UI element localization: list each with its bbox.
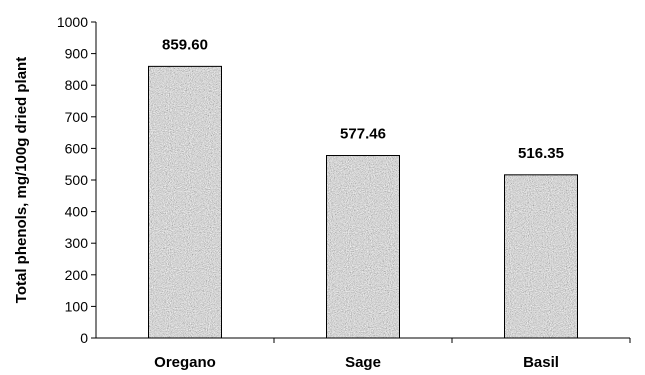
y-tick-label: 400 [65, 204, 89, 220]
bars [148, 65, 578, 339]
bar-texture [504, 174, 578, 338]
y-axis-ticks: 0 100 200 300 400 500 600 700 800 900 1000 [57, 14, 96, 346]
x-category-label: Sage [345, 354, 381, 371]
y-tick-label: 0 [80, 330, 88, 346]
y-tick-label: 300 [65, 235, 89, 251]
bar-texture [148, 66, 222, 339]
y-tick-label: 800 [65, 77, 89, 93]
y-tick-label: 600 [65, 140, 89, 156]
y-tick-label: 700 [65, 109, 89, 125]
y-tick-label: 500 [65, 172, 89, 188]
value-labels: 859.60 577.46 516.35 [162, 36, 564, 161]
y-axis-label: Total phenols, mg/100g dried plant [13, 57, 30, 303]
y-tick-label: 900 [65, 46, 89, 62]
bar-value-label: 577.46 [340, 126, 386, 143]
y-tick-label: 100 [65, 298, 89, 314]
bar-value-label: 859.60 [162, 36, 208, 53]
x-axis-categories: Oregano Sage Basil [154, 338, 631, 371]
y-tick-label: 200 [65, 267, 89, 283]
bar-texture [326, 155, 400, 338]
y-tick-label: 1000 [57, 14, 88, 30]
x-category-label: Oregano [154, 354, 216, 371]
x-category-label: Basil [523, 354, 559, 371]
bar-value-label: 516.35 [518, 145, 564, 162]
